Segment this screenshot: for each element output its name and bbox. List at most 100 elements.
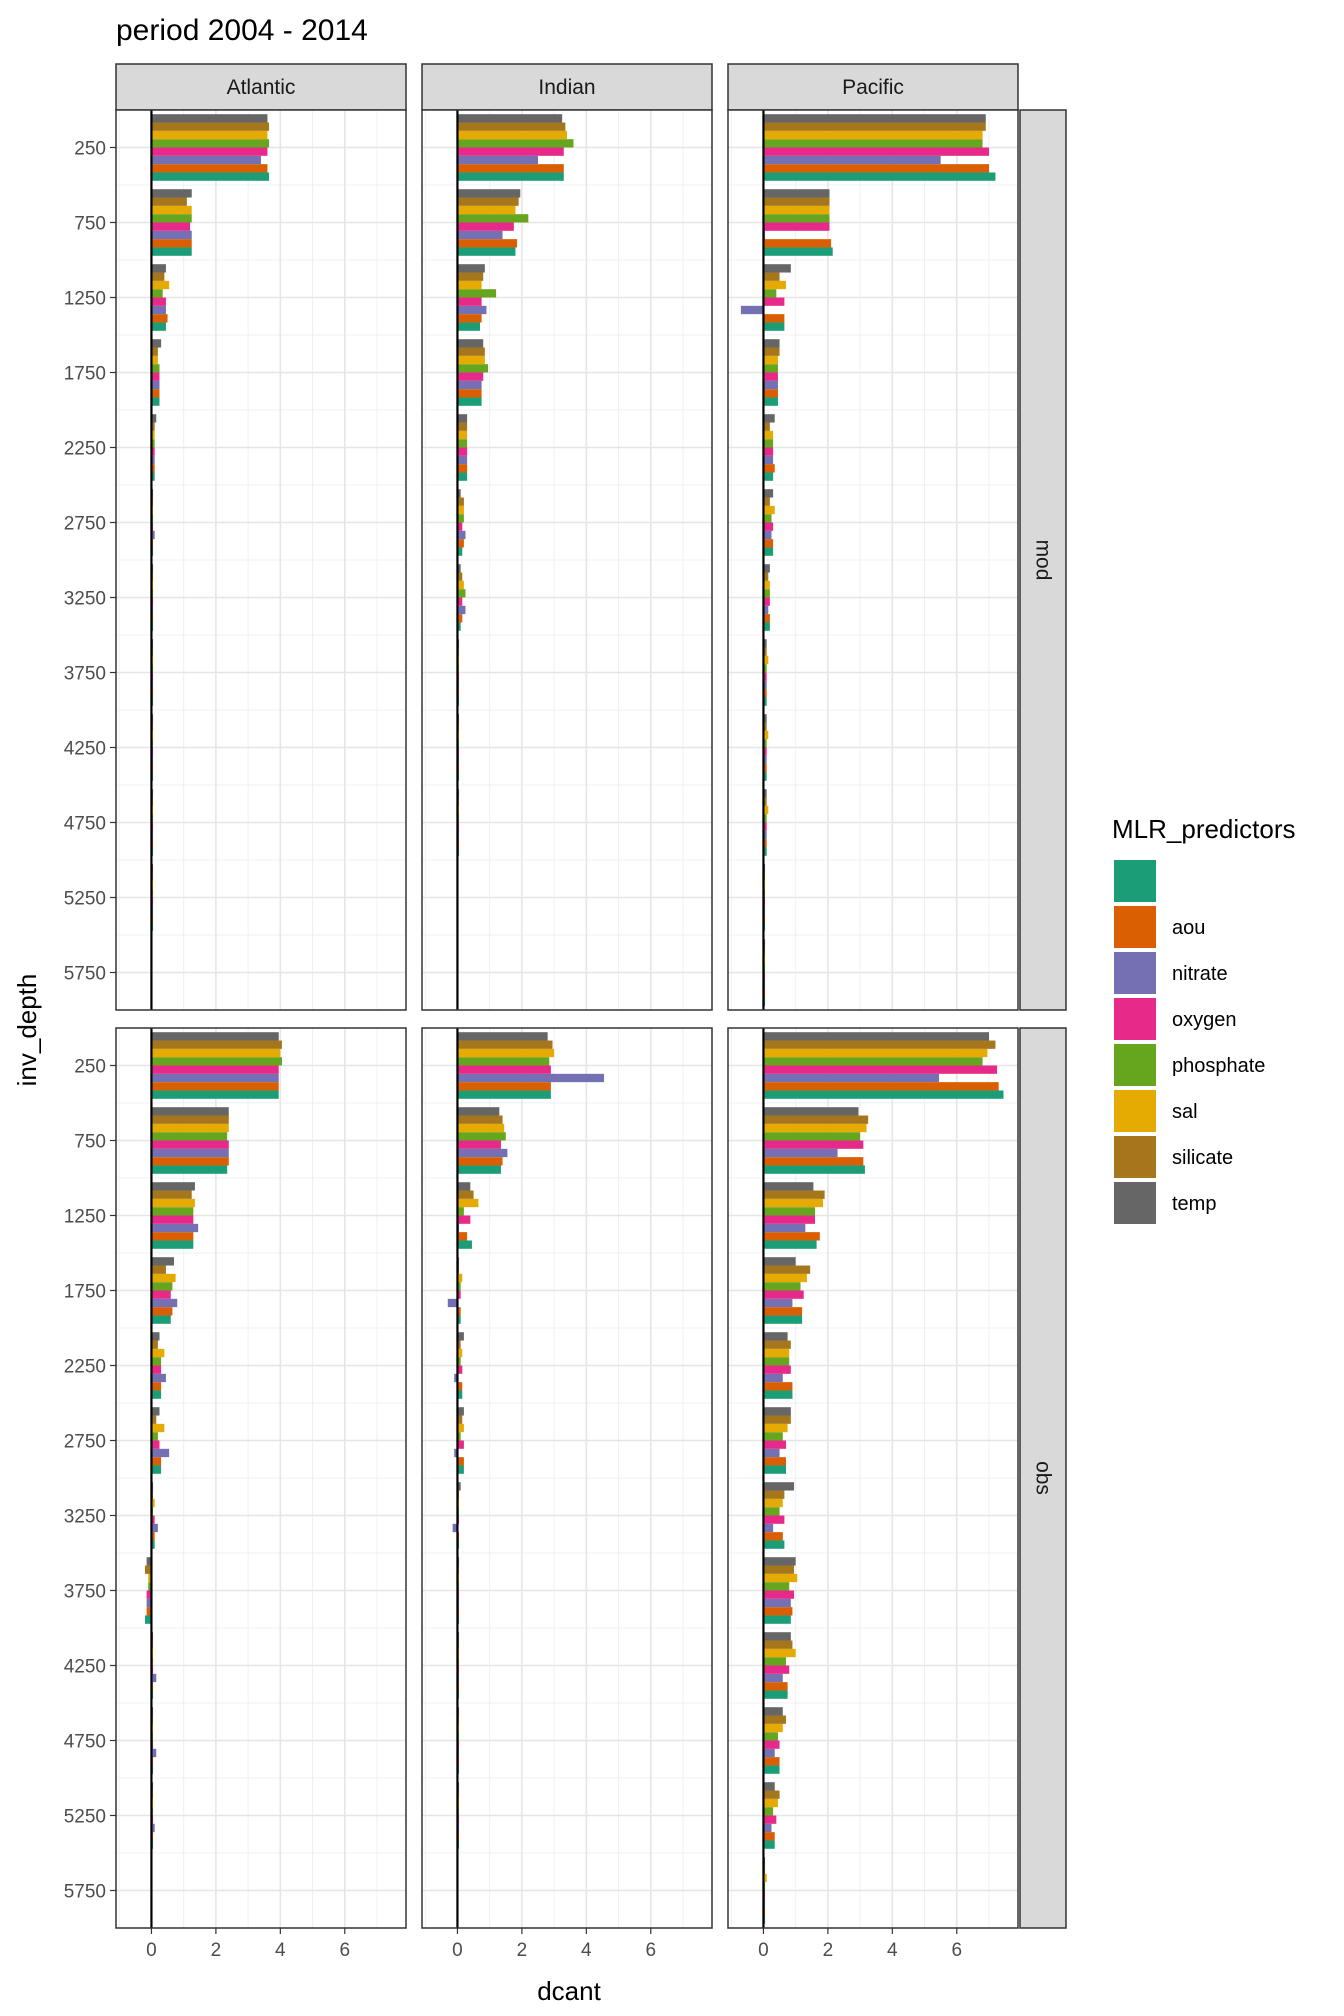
bar-unnamed-4250	[763, 772, 767, 781]
bar-unnamed-1250	[763, 1240, 817, 1249]
panel-obs-atlantic	[115, 1027, 407, 1929]
bar-silicate-2750	[763, 497, 770, 506]
bar-silicate-250	[151, 1040, 282, 1049]
bar-oxygen-2250	[457, 447, 468, 456]
bar-nitrate-4250	[151, 1673, 157, 1683]
bar-phosphate-1750	[457, 364, 489, 373]
bar-phosphate-1750	[457, 1282, 461, 1291]
bar-unnamed-2750	[457, 547, 463, 556]
bar-oxygen-1250	[763, 297, 785, 306]
bar-aou-1750	[457, 1307, 461, 1316]
bar-unnamed-2250	[457, 1390, 463, 1399]
bar-sal-1250	[457, 280, 482, 290]
bar-silicate-4750	[763, 1715, 786, 1724]
bar-unnamed-5250	[763, 1840, 775, 1849]
bar-temp-250	[457, 114, 563, 123]
bar-nitrate-4750	[763, 1748, 775, 1758]
bar-temp-3750	[763, 639, 767, 648]
bar-oxygen-250	[457, 147, 564, 156]
bar-phosphate-5250	[763, 1807, 774, 1816]
bar-sal-2750	[151, 1423, 165, 1433]
bar-temp-3750	[763, 1557, 796, 1566]
x-axis-label: dcant	[537, 1976, 601, 2006]
legend: MLR_predictors aou nitrate oxygen phosphate…	[1112, 814, 1296, 1224]
panel-mod-indian	[421, 109, 713, 1011]
legend-title: MLR_predictors	[1112, 814, 1296, 844]
bar-unnamed-2250	[763, 472, 774, 481]
bar-aou-4250	[763, 764, 767, 773]
bar-aou-250	[151, 1082, 279, 1091]
bar-aou-750	[763, 239, 832, 248]
bar-sal-3750	[763, 655, 769, 665]
x-tick-label: 6	[645, 1940, 656, 1961]
bar-sal-1250	[151, 280, 170, 290]
bar-temp-4250	[763, 1632, 791, 1641]
bar-sal-5250	[763, 1798, 778, 1808]
bar-oxygen-4750	[763, 1740, 780, 1749]
bar-oxygen-1250	[151, 1215, 194, 1224]
bar-phosphate-2250	[151, 1357, 162, 1366]
bar-nitrate-2750	[454, 1448, 458, 1458]
bar-temp-250	[151, 114, 268, 123]
bar-temp-1250	[457, 1182, 471, 1191]
bar-oxygen-750	[457, 1140, 501, 1149]
bar-silicate-750	[457, 1115, 503, 1124]
bar-sal-2750	[763, 505, 775, 515]
legend-label: nitrate	[1172, 963, 1228, 985]
bar-phosphate-2250	[457, 1357, 461, 1366]
bar-unnamed-750	[763, 1165, 865, 1174]
bar-nitrate-5250	[763, 1823, 772, 1833]
bar-temp-2750	[457, 489, 461, 498]
y-tick-label: 4750	[64, 814, 106, 835]
bar-nitrate-3250	[457, 605, 466, 615]
bar-silicate-2250	[763, 1340, 791, 1349]
bar-phosphate-1250	[151, 1207, 194, 1216]
bar-aou-2750	[763, 1457, 786, 1466]
y-tick-label: 1250	[64, 289, 106, 310]
bar-nitrate-1250	[151, 1223, 199, 1233]
bar-phosphate-4250	[763, 739, 767, 748]
strip-col-atlantic: Atlantic	[115, 63, 407, 111]
bar-sal-250	[151, 1048, 281, 1058]
bar-nitrate-3250	[452, 1523, 458, 1533]
y-tick-label: 4250	[64, 1657, 106, 1678]
bar-silicate-2250	[763, 422, 770, 431]
strip-col-pacific: Pacific	[727, 63, 1019, 111]
x-tick-label: 2	[517, 1940, 528, 1961]
bar-nitrate-1750	[763, 1298, 793, 1308]
bar-silicate-5250	[763, 1790, 780, 1799]
bar-silicate-2750	[457, 497, 464, 506]
x-tick-label: 0	[758, 1940, 769, 1961]
panel-obs-indian	[421, 1027, 713, 1929]
bar-phosphate-750	[457, 1132, 506, 1141]
legend-swatch	[1114, 998, 1156, 1040]
bar-phosphate-250	[151, 1057, 282, 1066]
bar-silicate-750	[151, 1115, 229, 1124]
bar-silicate-1250	[763, 1190, 825, 1199]
bar-aou-2250	[151, 464, 155, 473]
bar-phosphate-1250	[763, 289, 777, 298]
bar-nitrate-1750	[457, 380, 482, 390]
bar-sal-750	[151, 1123, 229, 1133]
facet-panels: Atlantic Indian Pacific mod obs 250 750 1250 175…	[64, 63, 1067, 1961]
y-tick-label: 4250	[64, 739, 106, 760]
bar-nitrate-4750	[151, 1748, 157, 1758]
legend-item-unnamed	[1114, 860, 1156, 902]
bar-oxygen-750	[763, 222, 830, 231]
y-tick-label: 2750	[64, 514, 106, 535]
legend-item-oxygen: oxygen	[1114, 998, 1237, 1040]
strip-row-mod: mod	[1019, 109, 1067, 1011]
bar-oxygen-1750	[763, 372, 778, 381]
bar-phosphate-1750	[763, 364, 778, 373]
bar-oxygen-2250	[763, 447, 774, 456]
bar-sal-2250	[457, 430, 468, 440]
bar-temp-2750	[763, 1407, 791, 1416]
bar-aou-2250	[763, 1382, 793, 1391]
bar-oxygen-3250	[763, 597, 770, 606]
bar-aou-1250	[151, 314, 168, 323]
bar-aou-2750	[457, 539, 464, 548]
bar-phosphate-1750	[151, 364, 160, 373]
legend-label: oxygen	[1172, 1009, 1237, 1031]
bar-unnamed-250	[151, 172, 270, 181]
bar-temp-1250	[763, 264, 791, 273]
